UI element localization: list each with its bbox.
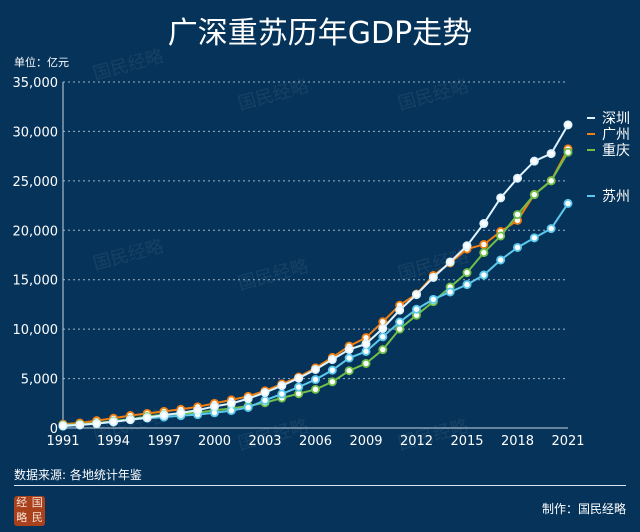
data-point [92,419,102,429]
x-tick-label: 2021 [551,434,584,449]
data-point [496,193,506,203]
data-point [529,190,539,200]
data-point [445,257,455,267]
data-point [243,394,253,404]
data-point [226,406,236,416]
data-point [327,355,337,365]
data-point [378,345,388,355]
x-tick-label: 1991 [46,434,79,449]
chart-title: 广深重苏历年GDP走势 [167,16,473,51]
data-point [243,402,253,412]
y-tick-label: 5,000 [21,373,58,388]
data-point [361,358,371,368]
legend-label: 重庆 [602,143,630,159]
data-point [563,120,573,130]
data-point [546,224,556,234]
data-point [327,365,337,375]
data-point [125,415,135,425]
legend-label: 广州 [602,127,630,143]
data-point [479,219,489,229]
data-point [462,241,472,251]
y-tick-label: 35,000 [13,76,59,91]
x-tick-label: 1997 [147,434,180,449]
x-tick-label: 1994 [97,434,130,449]
watermark: 国民经略 [91,46,166,85]
data-point [209,401,219,411]
data-point [546,149,556,159]
logo: 经国略民 [14,496,45,526]
data-point [310,375,320,385]
data-point [479,270,489,280]
legend-label: 苏州 [602,189,630,205]
data-point [496,231,506,241]
data-point [546,176,556,186]
data-point [310,384,320,394]
data-point [277,381,287,391]
data-point [109,417,119,427]
data-point [378,323,388,333]
data-point [75,420,85,430]
data-point [310,364,320,374]
credit: 制作：国民经略 [541,502,626,516]
y-tick-label: 15,000 [13,274,59,289]
divider [14,485,626,486]
data-point [529,156,539,166]
x-tick-label: 2000 [198,434,231,449]
data-point [445,287,455,297]
series-line-重庆 [62,151,569,427]
data-point [395,317,405,327]
data-point [142,413,152,423]
data-point [496,255,506,265]
data-point [193,405,203,415]
y-tick-label: 30,000 [13,125,59,140]
data-source: 数据来源: 各地统计年鉴 [14,468,142,482]
data-point [395,305,405,315]
data-point [294,373,304,383]
y-tick-label: 25,000 [13,175,59,190]
data-point [260,395,270,405]
data-point [294,382,304,392]
data-point [58,421,68,431]
data-point [361,339,371,349]
watermark: 国民经略 [91,236,166,275]
legend-label: 深圳 [602,111,630,127]
y-tick-label: 20,000 [13,224,59,239]
data-point [513,242,523,252]
data-point [462,280,472,290]
data-point [344,353,354,363]
x-tick-label: 2006 [299,434,332,449]
data-point [176,408,186,418]
data-point [344,366,354,376]
x-tick-label: 2018 [501,434,534,449]
data-point [479,248,489,258]
data-point [462,268,472,278]
data-point [411,304,421,314]
x-tick-label: 2009 [349,434,382,449]
data-point [479,240,489,250]
data-point [563,147,573,157]
data-point [428,294,438,304]
x-tick-label: 2015 [450,434,483,449]
data-point [361,346,371,356]
data-point [411,290,421,300]
y-tick-label: 10,000 [13,323,59,338]
data-point [327,377,337,387]
data-point [260,388,270,398]
data-point [529,233,539,243]
data-point [513,173,523,183]
x-tick-label: 2003 [248,434,281,449]
data-point [563,198,573,208]
data-point [428,272,438,282]
data-point [277,389,287,399]
data-point [226,398,236,408]
watermark: 国民经略 [236,256,311,295]
data-point [513,210,523,220]
data-point [159,410,169,420]
data-point [344,344,354,354]
data-point [378,332,388,342]
y-axis-unit-label: 单位：亿元 [14,56,69,69]
x-tick-label: 2012 [400,434,433,449]
y-tick-label: 0 [50,422,58,437]
